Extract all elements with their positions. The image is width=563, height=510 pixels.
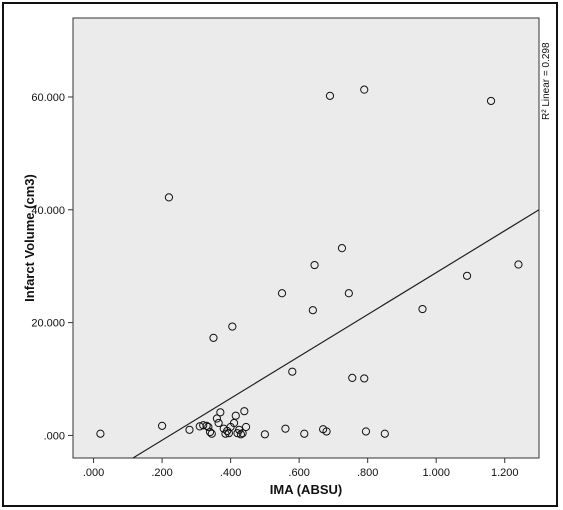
- data-point: [229, 418, 239, 428]
- data-point: [214, 418, 223, 428]
- x-tick-label: .600: [288, 467, 309, 479]
- data-point: [185, 425, 194, 434]
- data-point: [260, 430, 269, 439]
- data-point: [228, 322, 237, 331]
- x-tick-label: 1.000: [422, 467, 450, 479]
- data-point: [212, 414, 222, 423]
- plot-area: [72, 17, 540, 459]
- data-point: [281, 424, 290, 433]
- data-point: [231, 411, 240, 420]
- data-point: [514, 260, 523, 269]
- data-point: [360, 374, 369, 383]
- data-point: [238, 429, 247, 438]
- data-point: [486, 96, 496, 106]
- data-point: [277, 289, 287, 298]
- x-tick-label: 1.200: [491, 467, 519, 479]
- x-axis: .000 .200 .400 .600 .800 1.000 1.200: [83, 458, 519, 479]
- data-point: [157, 421, 167, 430]
- data-point: [361, 427, 371, 436]
- data-point: [337, 244, 347, 253]
- data-point: [310, 260, 319, 270]
- regression-line: [132, 209, 540, 459]
- data-point: [322, 427, 331, 436]
- data-point: [344, 289, 353, 298]
- data-point: [199, 421, 208, 430]
- x-tick-label: .200: [151, 467, 172, 479]
- data-point: [224, 429, 234, 438]
- y-tick-label: 40.000: [31, 205, 65, 217]
- x-tick-label: .000: [83, 467, 104, 479]
- data-point: [241, 422, 251, 432]
- y-axis: .000 20.000 40.000 60.000: [31, 92, 73, 442]
- data-point: [216, 408, 225, 417]
- data-point: [236, 430, 245, 439]
- data-point: [308, 306, 317, 315]
- data-point: [207, 429, 216, 438]
- y-tick-label: 20.000: [31, 318, 65, 330]
- x-tick-label: .400: [220, 467, 241, 479]
- data-point: [462, 271, 472, 280]
- data-point: [202, 421, 211, 430]
- r2-label: R² Linear = 0.298: [541, 42, 552, 120]
- data-point: [288, 367, 297, 376]
- data-point: [380, 429, 389, 438]
- data-point: [418, 304, 427, 314]
- data-point: [325, 91, 335, 100]
- data-point: [300, 429, 309, 438]
- y-tick-label: .000: [44, 430, 65, 442]
- y-axis-title: Infarct Volume (cm3): [22, 174, 37, 302]
- data-point: [360, 85, 369, 94]
- data-point: [240, 407, 249, 416]
- data-point: [204, 422, 213, 432]
- data-point: [205, 427, 215, 437]
- scatter-points: [96, 85, 523, 439]
- data-point: [209, 333, 218, 342]
- data-point: [96, 429, 105, 438]
- y-tick-label: 60.000: [31, 92, 65, 104]
- data-point: [348, 373, 357, 382]
- x-axis-title: IMA (ABSU): [270, 482, 342, 497]
- data-point: [164, 193, 174, 202]
- x-tick-label: .800: [357, 467, 378, 479]
